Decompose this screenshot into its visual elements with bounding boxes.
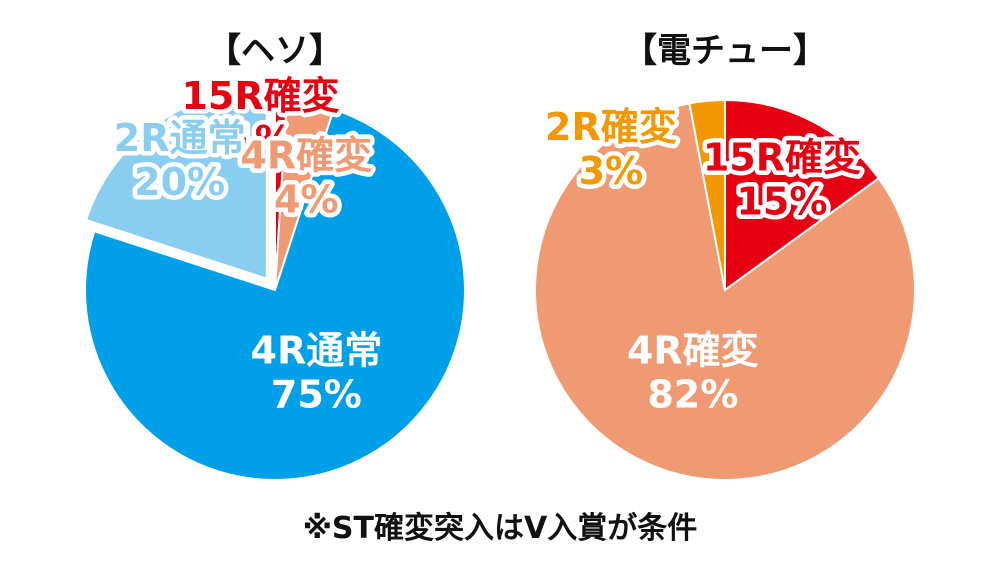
- heso-pie: [84, 87, 466, 481]
- pie-slice-0-2: [84, 108, 466, 481]
- pie-slice-1-0: [724, 98, 881, 292]
- slice-label-0-2: 4R通常 75%: [251, 328, 383, 416]
- footnote: ※ST確変突入はV入賞が条件: [303, 511, 697, 546]
- slice-name-0-1: 4R確変: [240, 133, 372, 177]
- slice-label-1-2: 2R確変 3%: [545, 105, 677, 193]
- slice-name-1-1: 4R確変: [627, 328, 759, 372]
- slice-name-1-2: 2R確変: [545, 105, 677, 149]
- slice-label-1-0: 15R確変 15%: [703, 135, 861, 223]
- pie-slice-0-3: [84, 87, 268, 281]
- slice-value-1-2: 3%: [579, 149, 644, 193]
- pie-slice-1-1: [534, 102, 916, 481]
- slice-name-0-0: 15R確変: [181, 74, 339, 118]
- slice-name-0-2: 4R通常: [251, 328, 383, 372]
- slice-value-1-0: 15%: [736, 179, 827, 223]
- slice-value-0-3: 20%: [134, 160, 225, 204]
- denchu-pie: [534, 98, 916, 481]
- slice-value-0-2: 75%: [271, 372, 362, 416]
- slice-label-0-1: 4R確変 4%: [240, 133, 372, 221]
- slice-value-0-0: 1%: [228, 118, 293, 162]
- slice-value-0-1: 4%: [274, 177, 339, 221]
- denchu-chart-title: 【電チュー】: [623, 31, 827, 71]
- slice-value-1-1: 82%: [647, 372, 738, 416]
- slice-labels: 15R確変 1%4R確変 4%4R通常 75%2R通常 20%15R確変 15%4R確変 8…: [109, 70, 865, 417]
- pie-slice-1-2: [688, 98, 726, 291]
- slice-name-1-0: 15R確変: [703, 135, 861, 179]
- slice-label-1-1: 4R確変 82%: [627, 328, 759, 416]
- heso-chart-title: 【ヘソ】: [207, 31, 343, 71]
- slice-label-0-3: 2R通常 20%: [114, 116, 246, 204]
- slice-name-0-3: 2R通常: [114, 116, 246, 160]
- slice-label-0-0: 15R確変 1%: [181, 74, 339, 162]
